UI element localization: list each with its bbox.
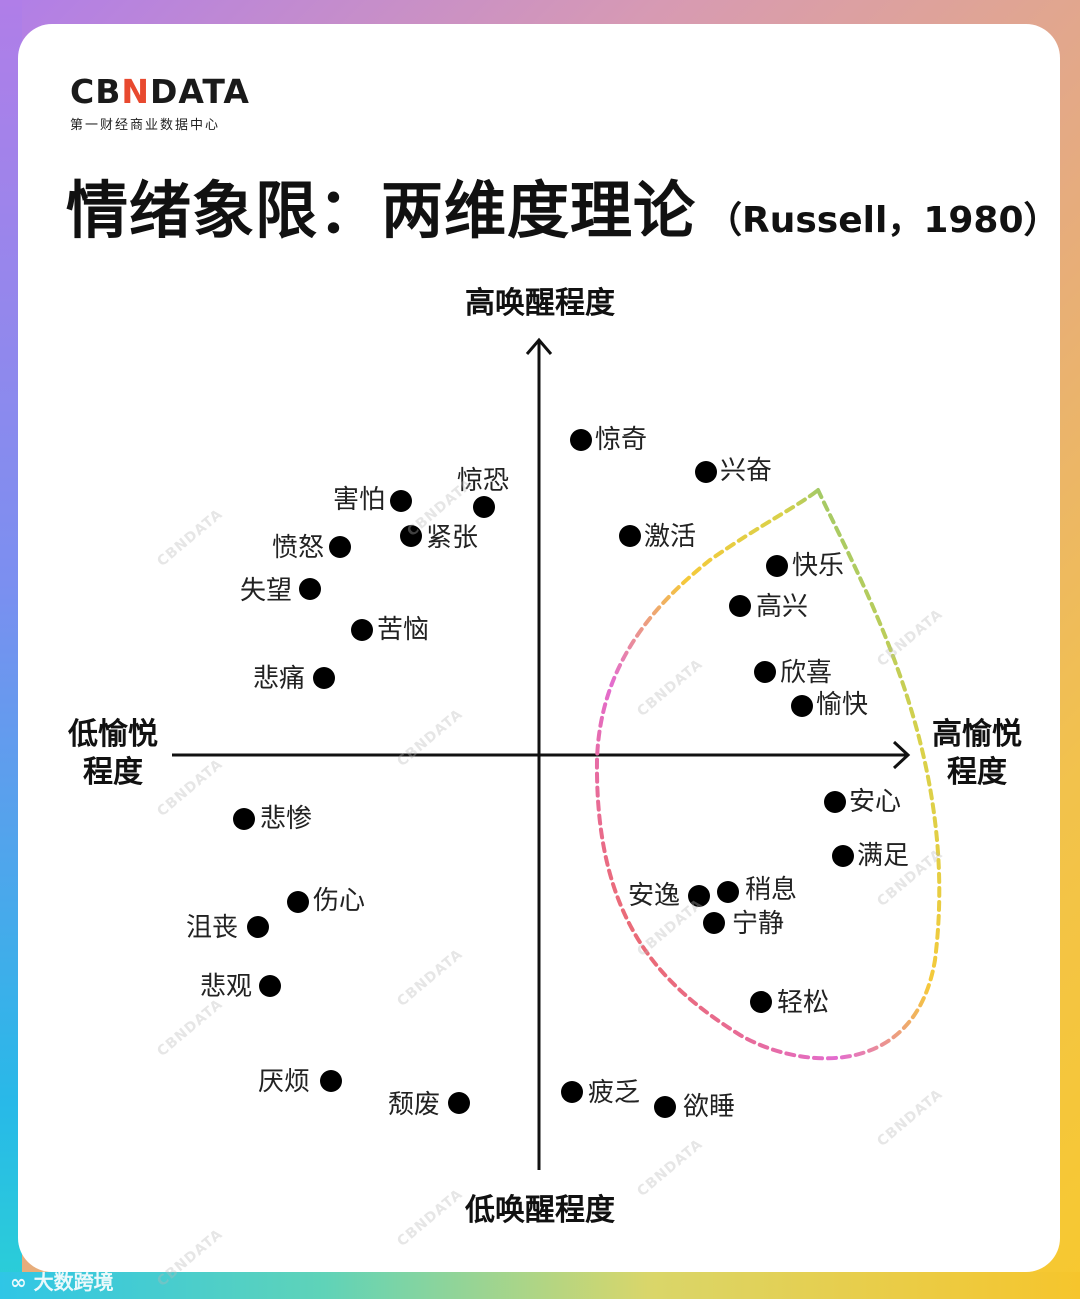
brand-logo: CBNDATA 第一财经商业数据中心 [70,72,250,134]
emotion-dot [473,496,495,518]
emotion-dot [688,885,710,907]
page-title: 情绪象限：两维度理论 （Russell，1980） [66,160,1060,250]
emotion-dot [233,808,255,830]
emotion-label: 欣喜 [780,658,833,688]
emotion-dot [754,661,776,683]
emotion-label: 颓废 [388,1090,441,1120]
emotion-label: 失望 [240,576,293,606]
positive-emotion-loop [594,486,942,1061]
emotion-dot [729,595,751,617]
emotion-dot [313,667,335,689]
emotion-label: 惊奇 [595,425,648,455]
emotion-dot [766,555,788,577]
axis-label-high-pleasure: 高愉悦 程度 [922,716,1032,792]
emotion-dot [287,891,309,913]
emotion-dot [299,578,321,600]
emotion-dot [717,881,739,903]
emotion-label: 欲睡 [683,1092,736,1122]
emotion-dot [390,490,412,512]
emotion-label: 厌烦 [258,1067,311,1097]
emotion-dot [695,461,717,483]
emotion-label: 满足 [857,841,910,871]
emotion-dot [400,525,422,547]
emotion-dot [703,912,725,934]
logo-tagline: 第一财经商业数据中心 [70,118,221,133]
axis-label-high-pleasure-line2: 程度 [947,755,1007,790]
emotion-label: 稍息 [745,875,798,905]
emotion-dot [750,991,772,1013]
emotion-dot [570,429,592,451]
emotion-label: 惊恐 [457,466,510,496]
emotion-label: 安心 [849,787,902,817]
axis-label-low-pleasure-line1: 低愉悦 [68,717,158,752]
emotion-label: 轻松 [777,988,830,1018]
title-citation: （Russell，1980） [706,200,1060,241]
emotion-dot [247,916,269,938]
horizontal-axis-arrow [892,740,911,770]
emotion-label: 宁静 [732,909,785,939]
emotion-label: 兴奋 [720,456,773,486]
emotion-label: 悲惨 [260,804,313,834]
emotion-label: 安逸 [628,881,681,911]
emotion-label: 愤怒 [272,533,325,563]
axis-label-low-pleasure: 低愉悦 程度 [58,716,168,792]
emotion-label: 愉快 [816,690,869,720]
emotion-label: 紧张 [426,523,479,553]
emotion-dot [259,975,281,997]
brand-glyph-icon: ∞ [10,1270,34,1294]
emotion-label: 害怕 [333,485,386,515]
emotion-dot [824,791,846,813]
emotion-label: 苦恼 [377,615,430,645]
gradient-border-left [0,0,22,1299]
emotion-label: 激活 [644,522,697,552]
axis-label-low-arousal: 低唤醒程度 [465,1193,615,1228]
emotion-label: 悲痛 [253,664,306,694]
emotion-label: 高兴 [756,592,809,622]
axis-label-high-pleasure-line1: 高愉悦 [932,717,1022,752]
emotion-label: 疲乏 [588,1078,641,1108]
axis-label-high-arousal: 高唤醒程度 [465,286,615,321]
emotion-label: 伤心 [313,886,366,916]
vertical-axis-arrow [525,337,553,355]
emotion-dot [448,1092,470,1114]
axis-label-low-pleasure-line2: 程度 [83,755,143,790]
emotion-label: 沮丧 [186,913,239,943]
emotion-dot [832,845,854,867]
emotion-dot [791,695,813,717]
emotion-dot [619,525,641,547]
emotion-label: 悲观 [200,972,253,1002]
source-brand-label: 大数跨境 [33,1270,114,1294]
emotion-dot [561,1081,583,1103]
emotion-dot [351,619,373,641]
title-main: 情绪象限：两维度理论 [66,174,697,247]
emotion-dot [329,536,351,558]
emotion-dot [320,1070,342,1092]
emotion-dot [654,1096,676,1118]
gradient-border-bottom [0,1272,1080,1299]
logo-wordmark: CBNDATA [70,72,250,111]
source-brand: ∞ 大数跨境 [10,1266,114,1295]
emotion-label: 快乐 [792,551,845,581]
